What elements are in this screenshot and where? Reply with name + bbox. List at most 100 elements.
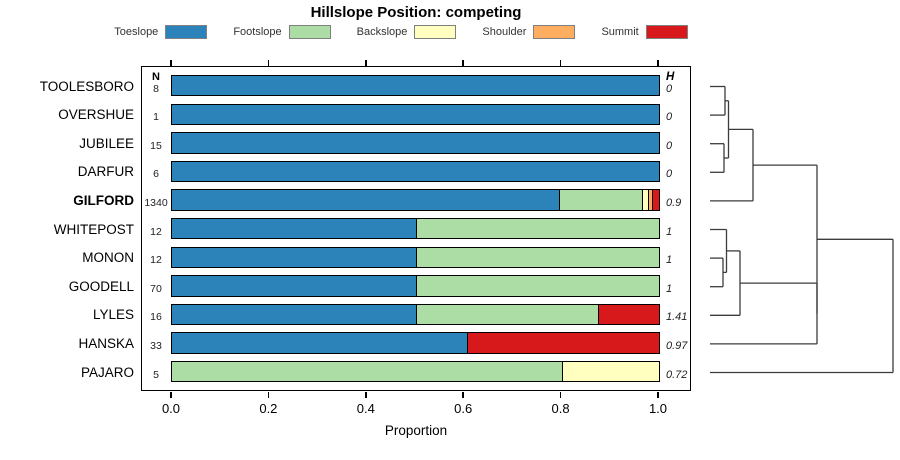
legend-swatch-footslope	[288, 25, 331, 39]
stacked-bar	[171, 246, 660, 269]
n-value: 5	[153, 368, 159, 381]
bar-segment-footslope	[415, 218, 659, 239]
x-tick-label: 0.6	[454, 401, 473, 416]
n-value: 12	[150, 225, 162, 238]
h-value: 0.97	[666, 339, 688, 352]
legend-swatch-summit	[645, 25, 688, 39]
stacked-bar	[171, 275, 660, 297]
stacked-bar	[171, 74, 660, 97]
n-value: 1	[153, 111, 159, 124]
legend-label: Toeslope	[114, 26, 159, 38]
h-value: 0	[666, 139, 673, 152]
legend-item-shoulder: Shoulder	[482, 25, 576, 39]
bar-segment-backslope	[641, 190, 648, 210]
x-tick	[267, 391, 270, 398]
n-value: 6	[153, 168, 159, 181]
legend-item-summit: Summit	[601, 25, 688, 39]
x-tick	[462, 60, 464, 66]
x-tick	[657, 391, 659, 398]
x-tick	[657, 60, 659, 66]
n-value: 15	[150, 139, 162, 152]
stacked-bar	[171, 332, 660, 354]
h-column-header: H	[666, 71, 675, 83]
category-label: DARFUR	[77, 164, 134, 180]
bar-segment-toeslope	[172, 304, 416, 325]
bar-segment-toeslope	[172, 190, 560, 210]
bar-segment-toeslope	[172, 247, 416, 268]
x-tick	[365, 60, 367, 66]
stacked-bar	[171, 103, 660, 126]
bar-segment-footslope	[415, 276, 659, 296]
bar-segment-toeslope	[172, 75, 659, 96]
x-tick-label: 0.4	[356, 401, 375, 416]
bar-segment-toeslope	[172, 104, 659, 125]
category-label: WHITEPOST	[53, 221, 134, 237]
n-value: 33	[150, 339, 162, 352]
x-tick-label: 0.8	[551, 401, 570, 416]
x-tick	[267, 60, 270, 66]
bar-segment-toeslope	[172, 161, 659, 182]
category-label: JUBILEE	[79, 135, 134, 151]
bar-segment-toeslope	[172, 133, 659, 153]
bar-segment-footslope	[415, 304, 599, 325]
category-label: PAJARO	[80, 364, 134, 380]
h-value: 1	[666, 254, 673, 267]
x-tick	[170, 60, 172, 66]
legend: Toeslope Footslope Backslope Shoulder Summit	[95, 24, 707, 40]
bar-segment-footslope	[415, 247, 659, 268]
stacked-bar	[171, 160, 660, 183]
bar-segment-toeslope	[172, 276, 416, 296]
h-value: 0	[666, 168, 673, 181]
legend-label: Backslope	[356, 26, 408, 38]
category-label: OVERSHUE	[58, 107, 134, 123]
bar-segment-footslope	[559, 190, 642, 210]
x-tick	[559, 60, 562, 66]
n-value: 12	[150, 254, 162, 267]
x-tick-label: 1.0	[648, 401, 668, 416]
category-label: LYLES	[92, 307, 134, 323]
n-value: 16	[150, 311, 162, 324]
bar-segment-backslope	[561, 361, 659, 382]
h-value: 0.9	[666, 196, 682, 209]
x-axis-label: Proportion	[384, 423, 448, 438]
n-value: 70	[150, 282, 162, 295]
chart-title: Hillslope Position: competing	[310, 4, 522, 21]
n-value: 1340	[144, 196, 168, 209]
x-tick	[559, 391, 562, 398]
stacked-bar	[171, 189, 660, 211]
h-value: 1.41	[666, 311, 688, 324]
legend-label: Shoulder	[482, 26, 527, 38]
bar-segment-summit	[467, 333, 659, 353]
x-tick-label: 0.2	[259, 401, 278, 416]
x-tick-label: 0.0	[161, 401, 181, 416]
h-value: 1	[666, 282, 673, 295]
category-label: MONON	[82, 250, 134, 266]
bar-segment-toeslope	[172, 333, 468, 353]
n-value: 8	[153, 82, 159, 95]
h-value: 0	[666, 82, 673, 95]
legend-item-backslope: Backslope	[357, 25, 457, 39]
legend-swatch-toeslope	[165, 25, 208, 39]
legend-item-footslope: Footslope	[233, 25, 331, 39]
stacked-bar	[171, 132, 660, 154]
x-tick	[462, 391, 464, 398]
bar-segment-summit	[652, 190, 659, 210]
stacked-bar	[171, 360, 660, 383]
x-tick	[170, 391, 172, 398]
h-value: 0.72	[666, 368, 688, 381]
bar-segment-shoulder	[647, 190, 653, 210]
legend-swatch-shoulder	[533, 25, 576, 39]
h-value: 1	[666, 225, 673, 238]
stacked-bar	[171, 303, 660, 326]
legend-label: Footslope	[233, 26, 282, 38]
legend-label: Summit	[601, 26, 639, 38]
category-label: HANSKA	[78, 335, 134, 351]
bar-segment-toeslope	[172, 218, 416, 239]
legend-item-toeslope: Toeslope	[114, 25, 208, 39]
category-label: GILFORD	[73, 192, 134, 208]
x-tick	[365, 391, 367, 398]
legend-swatch-backslope	[414, 25, 457, 39]
n-column-header: N	[152, 71, 160, 83]
category-label: TOOLESBORO	[39, 78, 134, 94]
